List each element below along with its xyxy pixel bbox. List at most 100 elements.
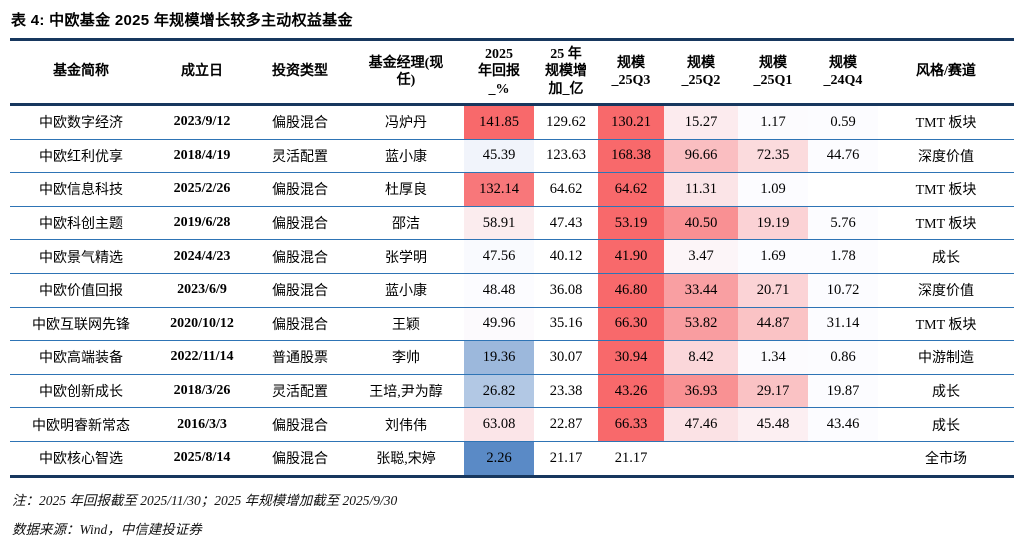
table-cell: 64.62 <box>534 172 598 207</box>
table-cell: 偏股混合 <box>252 172 348 207</box>
table-cell: 灵活配置 <box>252 139 348 174</box>
table-cell: 15.27 <box>664 104 738 140</box>
table-cell: 33.44 <box>664 273 738 308</box>
table-cell: 中欧数字经济 <box>10 104 152 140</box>
table-cell: 19.36 <box>464 340 534 375</box>
table-cell: 26.82 <box>464 374 534 409</box>
table-cell: 成长 <box>878 374 1014 409</box>
table-title: 表 4: 中欧基金 2025 年规模增长较多主动权益基金 <box>11 12 353 29</box>
table-cell: 43.46 <box>808 407 878 442</box>
table-cell: 3.47 <box>664 239 738 274</box>
table-cell: 全市场 <box>878 441 1014 477</box>
table-row: 中欧信息科技 2025/2/26 偏股混合 杜厚良 132.14 64.62 64.62 11… <box>10 172 1014 207</box>
table-cell: 47.56 <box>464 239 534 274</box>
footnote-data-source: 数据来源：Wind，中信建投证券 <box>12 522 202 538</box>
table-cell: 0.86 <box>808 340 878 375</box>
table-cell: TMT 板块 <box>878 104 1014 140</box>
table-cell: 53.19 <box>598 206 664 241</box>
table-cell: TMT 板块 <box>878 206 1014 241</box>
table-header: 基金简称 成立日 投资类型 基金经理(现 任) 2025 年回报 _% 25 年 规模增 … <box>10 39 1014 106</box>
table-cell: 10.72 <box>808 273 878 308</box>
table-cell: 蓝小康 <box>348 273 464 308</box>
table-cell: 23.38 <box>534 374 598 409</box>
table-cell: 中欧信息科技 <box>10 172 152 207</box>
table-cell: 11.31 <box>664 172 738 207</box>
table-cell: 48.48 <box>464 273 534 308</box>
table-cell: 2023/6/9 <box>152 273 252 308</box>
table-cell <box>808 441 878 477</box>
table-cell: 21.17 <box>534 441 598 477</box>
table-cell: 72.35 <box>738 139 808 174</box>
table-cell: 张聪,宋婷 <box>348 441 464 477</box>
table-cell: 中欧核心智选 <box>10 441 152 477</box>
table-cell: 深度价值 <box>878 273 1014 308</box>
table-cell: 中游制造 <box>878 340 1014 375</box>
table-cell: 2018/4/19 <box>152 139 252 174</box>
table-cell: 王培,尹为醇 <box>348 374 464 409</box>
table-cell: 130.21 <box>598 104 664 140</box>
table-cell: 成长 <box>878 407 1014 442</box>
table-row: 中欧科创主题 2019/6/28 偏股混合 邵洁 58.91 47.43 53.19 40.5… <box>10 206 1014 241</box>
table-cell: 45.48 <box>738 407 808 442</box>
header-row: 基金简称 成立日 投资类型 基金经理(现 任) 2025 年回报 _% 25 年 规模增 … <box>10 39 1014 106</box>
table-cell: 5.76 <box>808 206 878 241</box>
table-cell: 2023/9/12 <box>152 104 252 140</box>
column-header: 规模 _25Q3 <box>598 39 664 106</box>
table-cell: 44.76 <box>808 139 878 174</box>
table-cell: 19.87 <box>808 374 878 409</box>
table-cell: 168.38 <box>598 139 664 174</box>
table-cell: 2016/3/3 <box>152 407 252 442</box>
table-cell: 21.17 <box>598 441 664 477</box>
table-cell: 96.66 <box>664 139 738 174</box>
table-cell: 30.94 <box>598 340 664 375</box>
table-cell: 31.14 <box>808 307 878 342</box>
table-footnotes: 注：2025 年回报截至 2025/11/30；2025 年规模增加截至 202… <box>10 478 1014 545</box>
column-header: 规模 _25Q2 <box>664 39 738 106</box>
table-row: 中欧互联网先锋 2020/10/12 偏股混合 王颖 49.96 35.16 66.30 53… <box>10 307 1014 342</box>
table-cell: 普通股票 <box>252 340 348 375</box>
table-cell: 李帅 <box>348 340 464 375</box>
table-cell: 邵洁 <box>348 206 464 241</box>
table-cell: 0.59 <box>808 104 878 140</box>
table-cell: 中欧互联网先锋 <box>10 307 152 342</box>
table-cell: 杜厚良 <box>348 172 464 207</box>
table-cell: 2.26 <box>464 441 534 477</box>
table-cell <box>738 441 808 477</box>
column-header: 投资类型 <box>252 39 348 106</box>
table-cell: 64.62 <box>598 172 664 207</box>
table-cell: 47.46 <box>664 407 738 442</box>
table-cell: 王颖 <box>348 307 464 342</box>
table-cell <box>664 441 738 477</box>
table-cell: 刘伟伟 <box>348 407 464 442</box>
table-cell: 1.17 <box>738 104 808 140</box>
table-cell: 40.12 <box>534 239 598 274</box>
table-cell: 44.87 <box>738 307 808 342</box>
table-cell: 1.69 <box>738 239 808 274</box>
column-header: 风格/赛道 <box>878 39 1014 106</box>
table-cell: 2025/8/14 <box>152 441 252 477</box>
table-cell: 成长 <box>878 239 1014 274</box>
table-cell: 蓝小康 <box>348 139 464 174</box>
column-header: 基金简称 <box>10 39 152 106</box>
table-cell: 中欧科创主题 <box>10 206 152 241</box>
table-cell: 1.78 <box>808 239 878 274</box>
table-cell: 偏股混合 <box>252 441 348 477</box>
table-cell: 45.39 <box>464 139 534 174</box>
table-cell: 141.85 <box>464 104 534 140</box>
table-cell: 132.14 <box>464 172 534 207</box>
table-cell: 43.26 <box>598 374 664 409</box>
table-cell: 偏股混合 <box>252 307 348 342</box>
table-cell: 2018/3/26 <box>152 374 252 409</box>
table-cell: 深度价值 <box>878 139 1014 174</box>
table-cell: 2022/11/14 <box>152 340 252 375</box>
table-cell: 偏股混合 <box>252 273 348 308</box>
table-cell: 2019/6/28 <box>152 206 252 241</box>
table-cell: 36.08 <box>534 273 598 308</box>
table-cell: 19.19 <box>738 206 808 241</box>
table-cell: 36.93 <box>664 374 738 409</box>
column-header: 2025 年回报 _% <box>464 39 534 106</box>
column-header: 成立日 <box>152 39 252 106</box>
table-cell: 22.87 <box>534 407 598 442</box>
table-cell: 中欧红利优享 <box>10 139 152 174</box>
